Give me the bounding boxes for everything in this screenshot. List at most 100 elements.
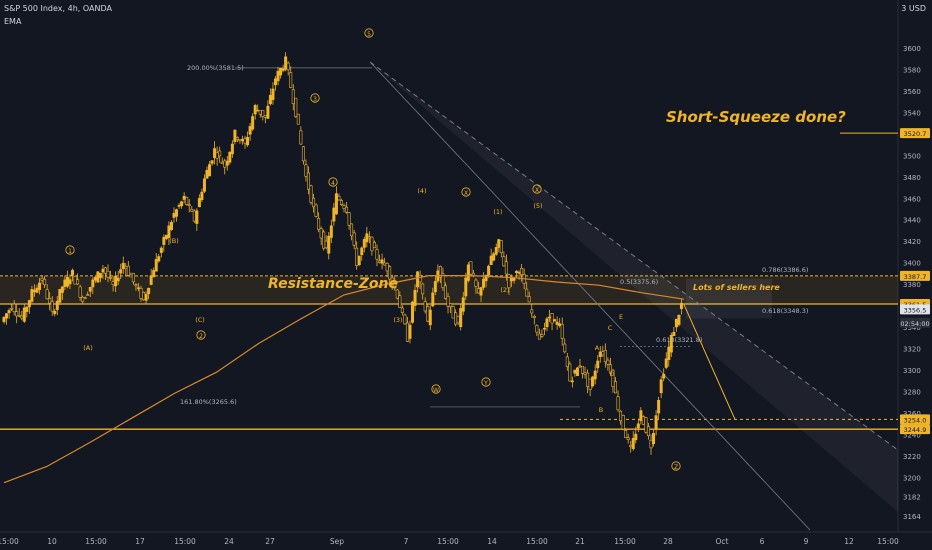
candle-body: [621, 415, 625, 430]
candle-body: [20, 315, 24, 319]
candle-body: [208, 164, 212, 177]
wave-label: (2): [500, 286, 509, 294]
candle-body: [119, 269, 123, 274]
candle-body: [116, 277, 120, 282]
candle-body: [205, 170, 209, 179]
candle-body: [476, 288, 480, 294]
candle-body: [479, 287, 483, 296]
candle-body: [134, 284, 138, 287]
candle-body: [182, 195, 186, 200]
candle-body: [142, 292, 146, 300]
candle-body: [78, 286, 82, 298]
candle-body: [563, 343, 567, 353]
currency-label[interactable]: 3 USD: [901, 4, 926, 13]
fib-label: 0.618(3321.8): [656, 336, 702, 344]
price-tag-bg: [900, 424, 930, 435]
candle-body: [30, 289, 34, 302]
candle-body: [309, 185, 313, 203]
candle-body: [380, 259, 384, 264]
candle-body: [608, 364, 612, 374]
candle-body: [631, 438, 635, 450]
candle-body: [423, 301, 427, 312]
candle-body: [469, 261, 473, 275]
candle-body: [71, 269, 75, 276]
price-tag-bg: [900, 304, 930, 315]
x-tick-label: 24: [224, 537, 234, 546]
x-tick-label: 15:00: [0, 537, 19, 546]
x-tick-label: 15:00: [526, 537, 548, 546]
candle-body: [106, 270, 110, 278]
candle-body: [162, 237, 166, 245]
candle-body: [253, 105, 257, 115]
candle-body: [560, 324, 564, 339]
candle-body: [225, 160, 229, 166]
candle-body: [672, 332, 676, 337]
candle-body: [636, 423, 640, 429]
candle-body: [131, 272, 135, 283]
y-tick-label: 3500: [903, 152, 921, 160]
candle-body: [319, 228, 323, 239]
wave-label: (1): [493, 208, 502, 216]
candle-body: [312, 197, 316, 208]
candle-body: [152, 270, 156, 278]
candle-body: [639, 410, 643, 421]
candle-body: [263, 115, 267, 118]
y-tick-label: 3560: [903, 88, 921, 96]
candle-body: [418, 275, 422, 283]
candle-body: [17, 315, 21, 317]
candle-body: [197, 198, 201, 208]
candle-body: [428, 309, 432, 326]
candle-body: [454, 312, 458, 325]
candle-body: [334, 193, 338, 215]
candle-body: [190, 209, 194, 212]
chart-title: S&P 500 Index, 4h, OANDA: [4, 4, 112, 13]
candle-body: [570, 380, 574, 383]
candle-body: [266, 105, 270, 119]
candle-body: [76, 279, 80, 285]
wave-label: Y: [483, 380, 488, 387]
wave-label: C: [608, 324, 613, 332]
candle-body: [256, 109, 260, 112]
candle-body: [301, 146, 305, 162]
x-tick-label: 14: [487, 537, 497, 546]
candle-body: [378, 260, 382, 263]
candle-body: [398, 295, 402, 308]
candle-body: [591, 376, 595, 387]
candle-body: [446, 296, 450, 307]
candle-body: [352, 232, 356, 246]
candle-body: [111, 281, 115, 285]
x-tick-label: 12: [844, 537, 854, 546]
candle-body: [667, 347, 671, 360]
wave-label: (3): [393, 316, 402, 324]
candle-body: [124, 266, 128, 269]
candle-body: [324, 240, 328, 249]
candle-body: [482, 278, 486, 288]
candle-body: [588, 378, 592, 390]
candle-body: [271, 88, 275, 100]
candle-body: [641, 416, 645, 425]
candle-body: [593, 370, 597, 380]
candle-body: [408, 324, 412, 339]
candle-body: [537, 333, 541, 340]
candle-body: [535, 325, 539, 333]
candle-body: [393, 280, 397, 289]
candle-body: [532, 316, 536, 319]
candle-body: [228, 151, 232, 163]
candle-body: [461, 297, 465, 312]
candle-body: [177, 205, 181, 207]
candle-body: [596, 360, 600, 369]
candle-body: [451, 306, 455, 319]
candle-body: [299, 130, 303, 145]
candle-body: [147, 287, 151, 294]
candle-body: [464, 277, 468, 297]
candle-body: [246, 137, 250, 146]
candle-body: [98, 272, 102, 279]
candle-body: [284, 56, 288, 70]
candle-body: [489, 255, 493, 266]
candle-body: [654, 415, 658, 429]
candle-body: [25, 306, 29, 312]
y-tick-label: 3380: [903, 281, 921, 289]
candle-body: [629, 445, 633, 448]
candle-body: [114, 275, 118, 287]
y-tick-label: 3400: [903, 260, 921, 268]
